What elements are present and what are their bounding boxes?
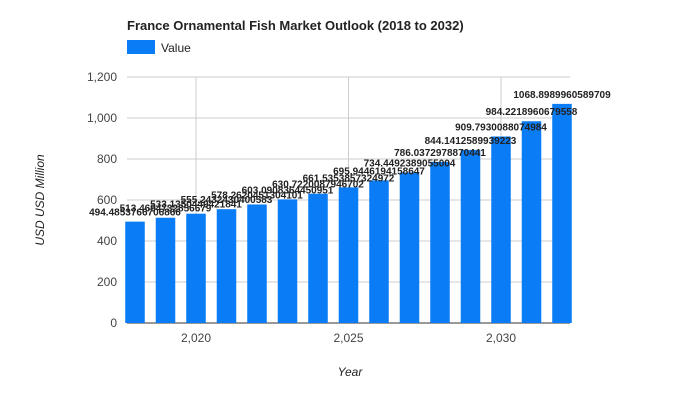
bar-value-label: 734.4492389055004 bbox=[364, 158, 456, 169]
y-tick-label: 0 bbox=[110, 316, 117, 330]
x-tick-label: 2,030 bbox=[486, 331, 516, 345]
bar bbox=[491, 136, 511, 323]
bar bbox=[430, 161, 450, 323]
bars bbox=[125, 103, 572, 324]
y-axis-ticks: 0 200 400 600 800 1,000 1,200 bbox=[87, 70, 117, 330]
x-axis-label: Year bbox=[338, 365, 364, 379]
legend-swatch bbox=[127, 40, 155, 54]
bar bbox=[369, 180, 389, 323]
y-tick-label: 400 bbox=[97, 234, 117, 248]
chart-title: France Ornamental Fish Market Outlook (2… bbox=[127, 18, 464, 33]
y-tick-label: 200 bbox=[97, 275, 117, 289]
legend-label: Value bbox=[161, 41, 191, 55]
bar-value-label: 786.0372978870441 bbox=[394, 148, 486, 159]
bar-value-label: 984.2218960679558 bbox=[486, 107, 578, 118]
data-labels: 494.4853766706866513.4694732856679533.13… bbox=[89, 90, 611, 219]
bar bbox=[247, 204, 267, 323]
bar-value-label: 844.1412589939223 bbox=[425, 136, 517, 147]
bar bbox=[521, 121, 542, 323]
bar-value-label: 578.2620451304101 bbox=[211, 190, 303, 201]
y-tick-label: 1,200 bbox=[87, 70, 117, 84]
bar bbox=[155, 217, 176, 323]
bar bbox=[186, 213, 206, 323]
bar bbox=[308, 193, 328, 323]
bar bbox=[399, 172, 420, 323]
bar bbox=[277, 199, 298, 323]
bar bbox=[552, 103, 572, 324]
bar-value-label: 695.9446194158647 bbox=[333, 166, 425, 177]
bar-value-label: 513.4694732856679 bbox=[120, 204, 212, 215]
bar-value-label: 630.7220087946702 bbox=[272, 180, 364, 191]
bar-value-label: 603.0908364450951 bbox=[242, 185, 334, 196]
y-tick-label: 600 bbox=[97, 193, 117, 207]
bar-value-label: 661.5353857324972 bbox=[303, 173, 395, 184]
bar-value-label: 909.7930088074984 bbox=[455, 122, 547, 133]
bar-value-label: 1068.8989960589709 bbox=[513, 90, 611, 101]
bar-value-label: 494.4853766706866 bbox=[89, 208, 181, 219]
x-axis-ticks: 2,020 2,025 2,030 bbox=[181, 331, 516, 345]
x-tick-label: 2,025 bbox=[333, 331, 363, 345]
bar-value-label: 533.1350449421841 bbox=[150, 200, 242, 211]
bar bbox=[338, 187, 359, 323]
bar bbox=[125, 221, 145, 323]
y-tick-label: 800 bbox=[97, 152, 117, 166]
legend: Value bbox=[127, 40, 191, 55]
bar bbox=[216, 209, 237, 323]
bar-value-label: 555.2432430400583 bbox=[181, 195, 273, 206]
y-axis-label: USD USD Million bbox=[33, 154, 47, 246]
x-tick-label: 2,020 bbox=[181, 331, 211, 345]
y-tick-label: 1,000 bbox=[87, 111, 117, 125]
bar bbox=[460, 149, 481, 323]
